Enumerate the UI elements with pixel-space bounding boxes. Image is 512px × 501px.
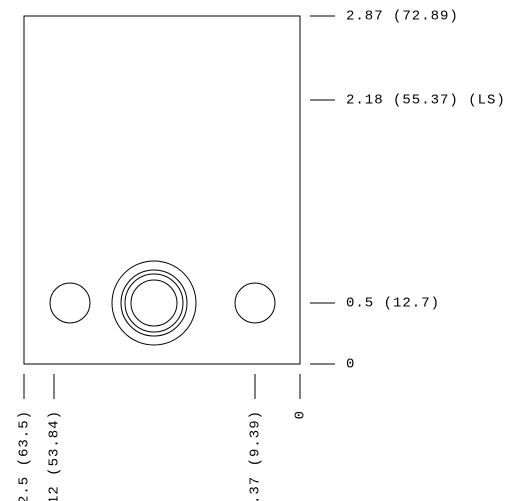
dim-label-h-0: 2.87 (72.89) (346, 9, 459, 25)
dim-label-h-3: 0 (346, 357, 355, 373)
dim-label-v-1: 2.12 (53.84) (47, 410, 63, 501)
dim-label-v-0: 2.5 (63.5) (17, 410, 33, 501)
dim-label-h-2: 0.5 (12.7) (346, 296, 440, 312)
dim-label-v-3: 0 (293, 410, 309, 419)
dim-label-v-2: 0.37 (9.39) (248, 410, 264, 501)
feature-circle-4 (125, 274, 183, 332)
feature-circle-1 (235, 283, 275, 323)
feature-circle-0 (50, 283, 90, 323)
dim-label-h-1: 2.18 (55.37) (LS) (346, 93, 506, 109)
outline-rect (24, 16, 300, 364)
feature-circle-5 (131, 280, 177, 326)
